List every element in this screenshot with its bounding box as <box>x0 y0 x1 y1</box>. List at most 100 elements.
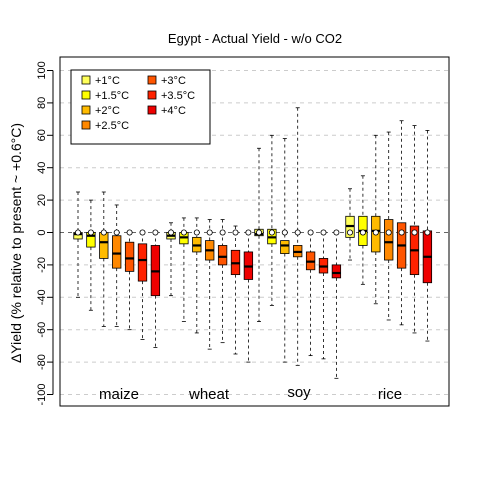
box-iqr <box>384 219 394 261</box>
crop-label-rice: rice <box>378 386 402 403</box>
outlier-point <box>245 229 252 236</box>
box-iqr <box>99 232 109 259</box>
box-wheat-5 <box>230 225 241 355</box>
outlier-point <box>346 229 353 236</box>
box-iqr <box>217 245 228 266</box>
box-wheat-1 <box>179 217 189 323</box>
legend-item: +2.5°C <box>81 120 129 132</box>
crop-label-maize: maize <box>99 386 139 403</box>
outlier-point <box>281 229 288 236</box>
legend-label: +1.5°C <box>95 90 129 102</box>
y-tick-label: 100 <box>36 61 48 79</box>
box-maize-5 <box>137 229 148 340</box>
outlier-point <box>152 229 159 236</box>
y-tick-label: -100 <box>36 383 48 405</box>
crop-label-soy: soy <box>287 384 311 401</box>
outlier-point <box>294 229 301 236</box>
box-wheat-6 <box>243 229 254 363</box>
box-maize-6 <box>150 229 161 348</box>
gridlines <box>60 70 449 395</box>
box-soy-4 <box>305 229 316 357</box>
legend-item: +1.5°C <box>81 90 129 102</box>
box-wheat-4 <box>217 219 228 344</box>
box-soy-3 <box>293 107 303 366</box>
box-rice-0 <box>345 188 355 261</box>
y-tick-label: 0 <box>36 229 48 235</box>
box-iqr <box>331 264 342 279</box>
box-rice-3 <box>384 131 394 321</box>
y-tick-label: 20 <box>36 194 48 206</box>
box-maize-4 <box>124 229 135 331</box>
legend-swatch <box>147 75 157 85</box>
box-iqr <box>137 243 148 282</box>
outlier-point <box>411 229 418 236</box>
box-soy-0 <box>254 147 264 323</box>
legend-box <box>70 69 211 145</box>
outlier-point <box>75 229 82 236</box>
box-iqr <box>112 235 122 269</box>
box-wheat-2 <box>192 217 202 334</box>
outlier-point <box>424 229 431 236</box>
box-soy-5 <box>318 229 329 360</box>
legend-swatch <box>81 90 91 100</box>
legend-label: +4°C <box>161 105 186 117</box>
legend-swatch <box>81 105 91 115</box>
y-tick-label: -20 <box>36 257 48 273</box>
crop-label-wheat: wheat <box>188 386 230 403</box>
legend-item: +3.5°C <box>147 90 195 102</box>
outlier-point <box>320 229 327 236</box>
y-tick-label: 40 <box>36 162 48 174</box>
box-iqr <box>280 240 290 254</box>
y-tick-label: -80 <box>36 354 48 370</box>
legend-label: +1°C <box>95 75 120 87</box>
outlier-point <box>219 229 226 236</box>
outlier-point <box>232 229 239 236</box>
crop-labels: maize wheat soy rice <box>99 384 402 403</box>
box-soy-6 <box>331 229 342 379</box>
box-rice-6 <box>422 130 433 342</box>
outlier-point <box>139 229 146 236</box>
box-soy-2 <box>280 138 290 363</box>
outlier-point <box>385 229 392 236</box>
legend-label: +2.5°C <box>95 120 129 132</box>
box-rice-4 <box>396 120 407 326</box>
legend-swatch <box>147 90 157 100</box>
outlier-point <box>398 229 405 236</box>
box-maize-1 <box>86 199 96 311</box>
legend-label: +3°C <box>161 75 186 87</box>
box-wheat-0 <box>166 222 176 297</box>
outlier-point <box>372 229 379 236</box>
outlier-point <box>333 229 340 236</box>
legend-label: +2°C <box>95 105 120 117</box>
legend-item: +4°C <box>147 105 186 117</box>
legend-item: +2°C <box>81 105 120 117</box>
box-rice-1 <box>358 175 368 285</box>
plot-frame <box>59 56 450 407</box>
box-wheat-3 <box>205 219 215 350</box>
legend-swatch <box>81 120 91 130</box>
outlier-point <box>100 229 107 236</box>
outlier-point <box>113 229 120 236</box>
legend-item: +3°C <box>147 75 186 87</box>
box-iqr <box>124 241 135 272</box>
box-rice-5 <box>409 125 420 334</box>
outlier-point <box>255 229 262 236</box>
outlier-point <box>359 229 366 236</box>
outlier-point <box>167 229 174 236</box>
legend-swatch <box>147 105 157 115</box>
box-soy-1 <box>267 134 277 306</box>
y-axis: 100 80 60 40 20 0 -20 -40 -60 -80 -100 <box>36 61 54 406</box>
box-maize-0 <box>73 191 83 298</box>
y-axis-label: ΔYield (% relative to present ~ +0.6°C) <box>8 123 24 363</box>
outlier-point <box>307 229 314 236</box>
box-maize-2 <box>99 191 109 327</box>
boxes <box>73 107 433 379</box>
y-tick-label: 60 <box>36 129 48 141</box>
legend-label: +3.5°C <box>161 90 195 102</box>
legend: +1°C +1.5°C +2°C +2.5°C +3°C +3.5°C +4°C <box>70 69 211 145</box>
outlier-point <box>126 229 133 236</box>
outlier-point <box>193 229 200 236</box>
box-maize-3 <box>112 204 122 327</box>
outlier-point <box>180 229 187 236</box>
